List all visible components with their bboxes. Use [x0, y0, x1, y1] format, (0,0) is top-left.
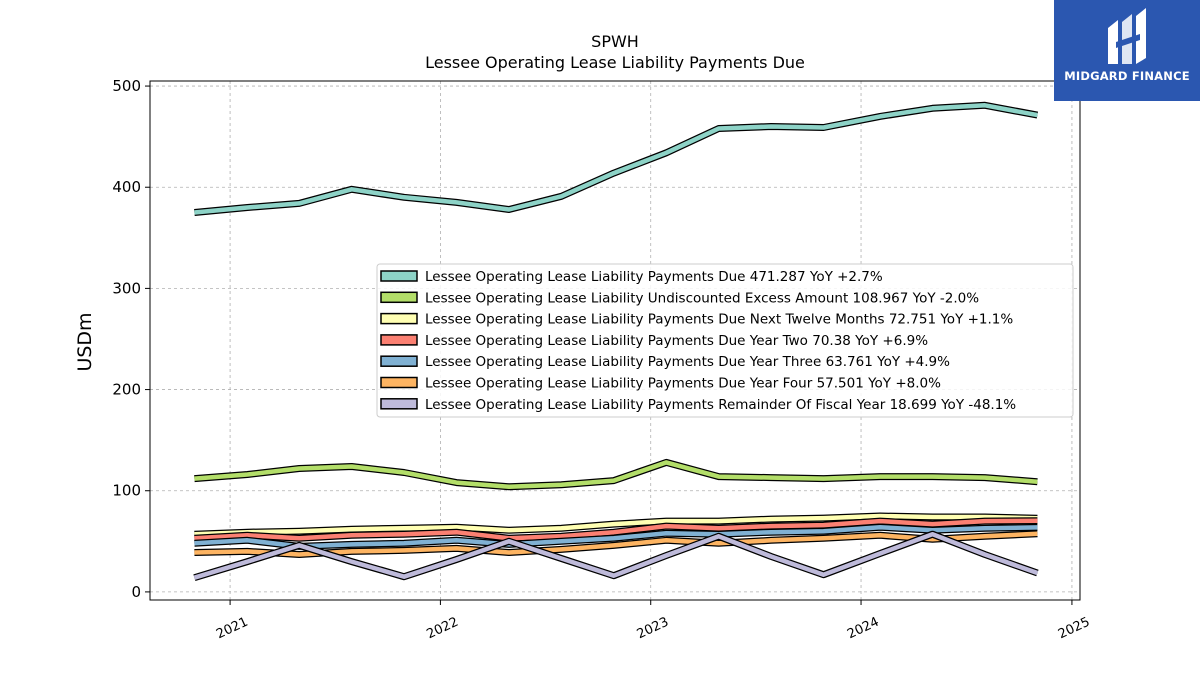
series-line [194, 524, 1038, 549]
legend-swatch [380, 312, 418, 325]
y-axis-label: USDm [74, 312, 96, 371]
series-line [194, 460, 1038, 489]
chart-title: SPWH [591, 32, 639, 51]
y-tick-label: 400 [112, 178, 141, 196]
x-tick-label: 2021 [214, 615, 250, 643]
x-tick-label: 2025 [1056, 615, 1092, 643]
brand-name: MIDGARD FINANCE [1064, 69, 1190, 83]
series-line [194, 103, 1038, 215]
legend-swatch [380, 398, 418, 410]
series-line [194, 513, 1038, 537]
series-1 [194, 458, 1038, 491]
plot-frame [149, 80, 1081, 601]
legend-swatch [380, 355, 418, 367]
legend: Lessee Operating Lease Liability Payment… [376, 263, 1074, 418]
legend-box [376, 263, 1074, 418]
legend-entry: Lessee Operating Lease Liability Payment… [425, 269, 883, 285]
legend-entry: Lessee Operating Lease Liability Payment… [425, 376, 941, 392]
legend-entry: Lessee Operating Lease Liability Payment… [425, 333, 928, 349]
y-tick-label: 200 [112, 381, 141, 399]
y-tick-label: 100 [112, 482, 141, 500]
series-layer [193, 101, 1039, 582]
series-line [193, 531, 1039, 580]
series-4 [194, 523, 1038, 550]
y-tick-label: 500 [112, 77, 141, 95]
brand-logo-mark-icon [1108, 8, 1146, 64]
series-5 [194, 530, 1038, 558]
series-2 [194, 512, 1038, 538]
legend-entry: Lessee Operating Lease Liability Payment… [425, 312, 1013, 328]
y-tick-label: 300 [112, 279, 141, 297]
x-tick-label: 2023 [635, 615, 671, 643]
legend-entry: Lessee Operating Lease Liability Undisco… [425, 290, 979, 306]
series-line [194, 518, 1038, 541]
legend-swatch [380, 270, 418, 282]
legend-swatch [380, 376, 418, 389]
series-6 [193, 530, 1039, 582]
legend-swatch [380, 291, 418, 304]
legend-entry: Lessee Operating Lease Liability Payment… [425, 354, 950, 370]
chart-subtitle: Lessee Operating Lease Liability Payment… [425, 53, 805, 72]
series-line [194, 531, 1038, 557]
brand-logo: MIDGARD FINANCE [1054, 0, 1200, 101]
series-0 [194, 101, 1039, 216]
legend-swatch [380, 334, 418, 346]
x-tick-label: 2024 [845, 615, 881, 643]
x-tick-label: 2022 [424, 615, 460, 643]
y-tick-label: 0 [131, 583, 141, 601]
legend-entry: Lessee Operating Lease Liability Payment… [425, 397, 1016, 413]
series-3 [194, 517, 1038, 542]
